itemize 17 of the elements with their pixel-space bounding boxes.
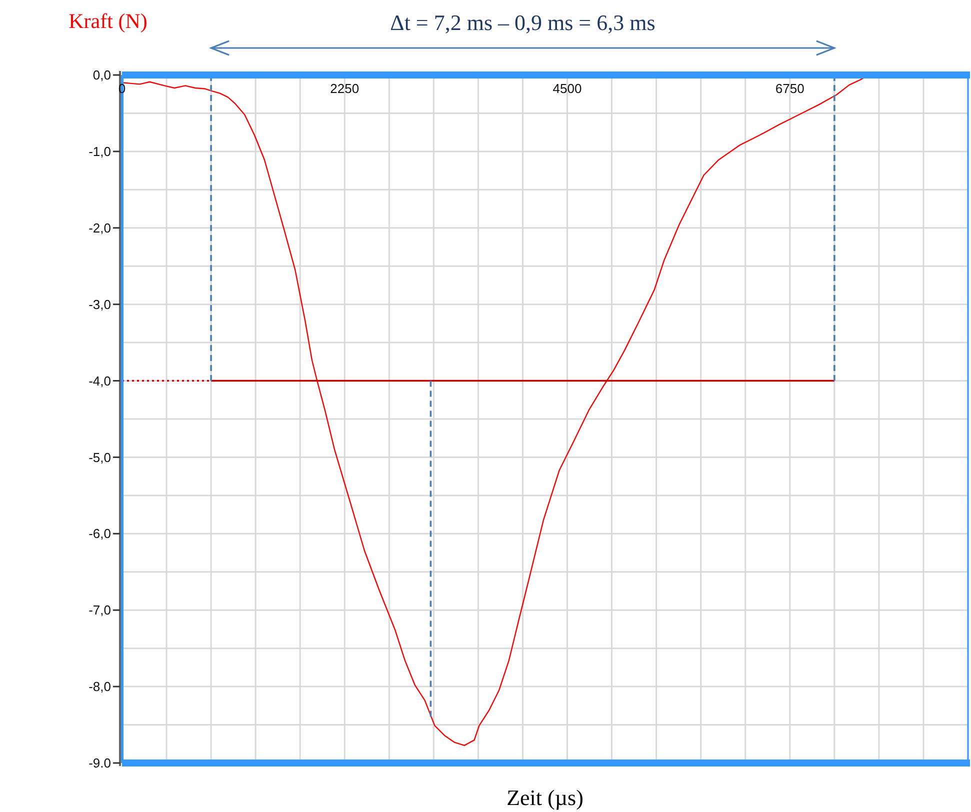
y-tick-label: -9.0 [88,756,111,771]
x-axis-title: Zeit (µs) [506,785,584,810]
y-tick-label: -7,0 [88,602,111,618]
y-tick-label: -3,0 [88,296,111,312]
x-tick-label: 6750 [775,81,804,96]
y-tick-label: -6,0 [88,526,111,542]
y-tick-label: 0,0 [92,68,111,83]
text: Δt = 7,2 ms – 0,9 ms = 6,3 ms [390,10,656,35]
x-tick-label: 4500 [552,81,582,96]
x-tick-label: 0 [118,81,126,96]
y-axis-title: Kraft (N) [68,9,148,33]
y-tick-label: -4,0 [88,373,111,388]
y-tick-label: -5,0 [88,450,111,465]
y-tick-label: -1,0 [88,144,111,159]
y-tick-label: -8,0 [88,679,111,694]
y-tick-label: -2,0 [88,220,111,236]
x-tick-label: 2250 [330,81,360,96]
